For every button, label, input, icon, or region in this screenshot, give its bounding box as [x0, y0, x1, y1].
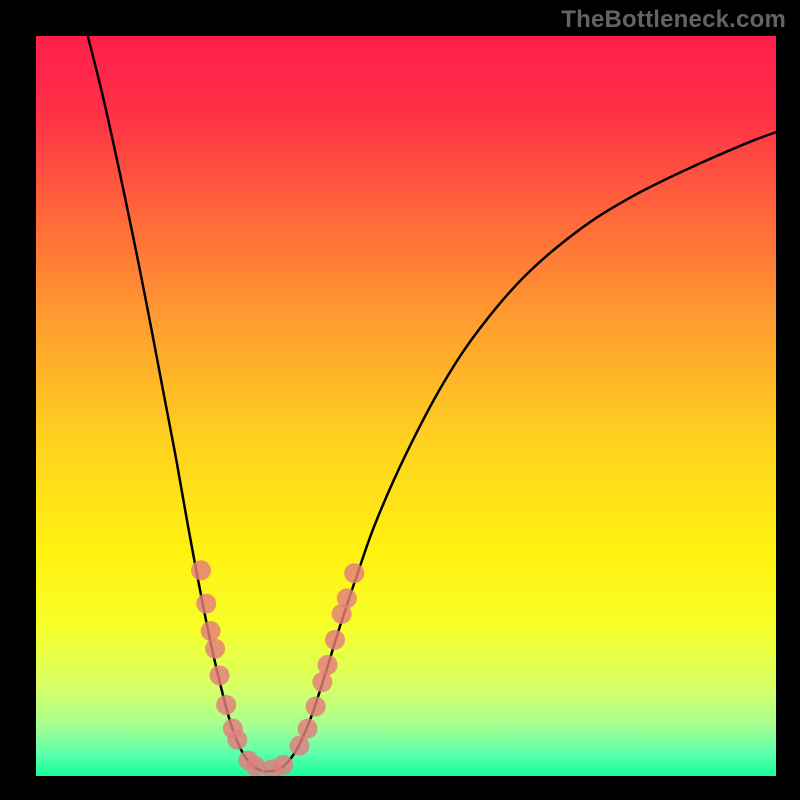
- scatter-marker: [337, 588, 357, 608]
- curve-layer: [36, 36, 776, 776]
- bottleneck-curve-right: [265, 132, 776, 771]
- scatter-marker: [344, 563, 364, 583]
- scatter-marker: [318, 655, 338, 675]
- scatter-marker: [196, 594, 216, 614]
- scatter-marker: [273, 755, 293, 775]
- scatter-marker: [201, 621, 221, 641]
- plot-area: [36, 36, 776, 776]
- scatter-marker: [289, 736, 309, 756]
- scatter-marker: [227, 730, 247, 750]
- bottleneck-curve-left: [88, 36, 266, 772]
- scatter-marker: [205, 639, 225, 659]
- scatter-markers: [191, 560, 364, 776]
- scatter-marker: [312, 672, 332, 692]
- scatter-marker: [191, 560, 211, 580]
- scatter-marker: [298, 719, 318, 739]
- scatter-marker: [325, 630, 345, 650]
- watermark-text: TheBottleneck.com: [561, 6, 786, 34]
- scatter-marker: [216, 695, 236, 715]
- scatter-marker: [306, 696, 326, 716]
- chart-frame: [0, 0, 800, 800]
- scatter-marker: [210, 665, 230, 685]
